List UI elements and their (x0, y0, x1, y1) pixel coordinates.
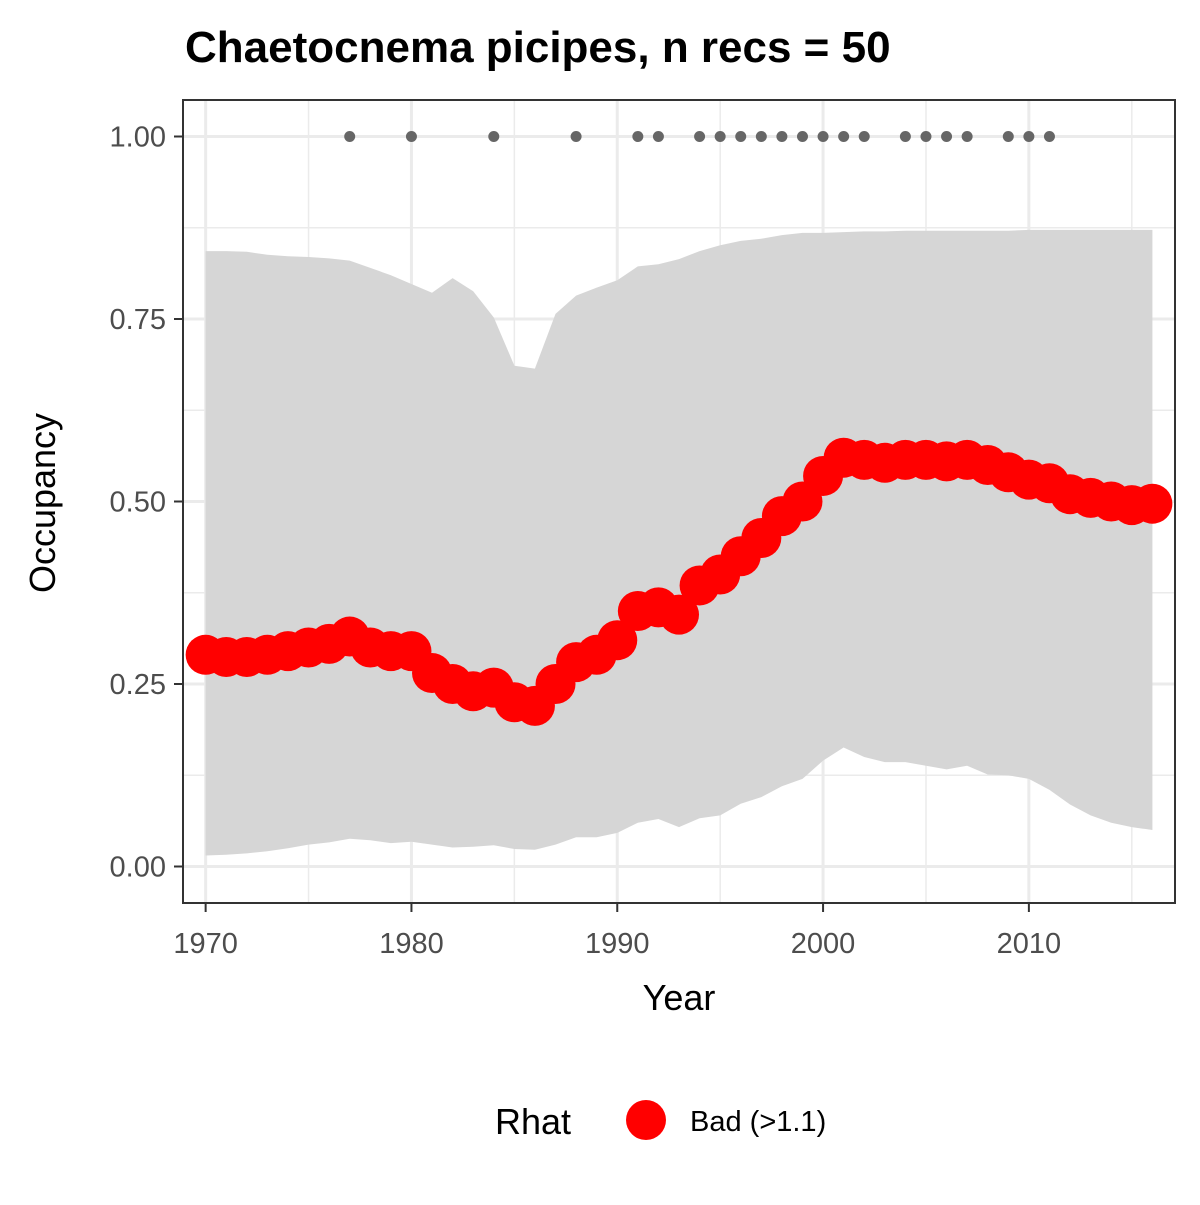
occupancy-point (597, 620, 638, 661)
y-tick-label: 1.00 (110, 122, 166, 154)
record-point (344, 131, 356, 142)
legend-label-bad: Bad (>1.1) (690, 1106, 826, 1138)
record-point (694, 131, 706, 142)
occupancy-point (1132, 483, 1173, 524)
y-tick-label: 0.75 (110, 304, 166, 336)
record-point (735, 131, 747, 142)
record-point (961, 131, 973, 142)
x-tick-label: 1970 (173, 928, 238, 960)
credible-interval-ribbon-layer (205, 229, 1153, 856)
record-point (941, 131, 953, 142)
legend-key-bad (626, 1100, 666, 1140)
record-point (838, 131, 850, 142)
record-point (1023, 131, 1035, 142)
record-points-layer (344, 131, 1055, 142)
x-tick-label: 1990 (585, 928, 650, 960)
x-tick-label: 2000 (791, 928, 856, 960)
y-axis-title: Occupancy (22, 413, 63, 593)
x-axis-title: Year (643, 977, 716, 1018)
record-point (1043, 131, 1055, 142)
record-point (714, 131, 726, 142)
record-point (488, 131, 500, 142)
x-tick-label: 1980 (379, 928, 444, 960)
record-point (755, 131, 767, 142)
record-point (405, 131, 417, 142)
legend: Rhat Bad (>1.1) (495, 1100, 826, 1142)
credible-interval-ribbon (205, 229, 1153, 856)
chart-title: Chaetocnema picipes, n recs = 50 (185, 23, 891, 72)
record-point (570, 131, 582, 142)
record-point (858, 131, 870, 142)
legend-title: Rhat (495, 1101, 571, 1142)
occupancy-point (659, 594, 699, 635)
axes-layer: 0.00 0.25 0.50 0.75 1.00 1970 1980 1990 2000 2010 (110, 122, 1062, 961)
record-point (632, 131, 644, 142)
y-tick-label: 0.25 (110, 669, 166, 701)
record-point (1002, 131, 1014, 142)
record-point (776, 131, 788, 142)
x-tick-label: 2010 (997, 928, 1062, 960)
record-point (920, 131, 932, 142)
y-tick-label: 0.50 (110, 487, 166, 519)
y-tick-label: 0.00 (110, 852, 166, 884)
record-point (652, 131, 664, 142)
record-point (796, 131, 808, 142)
record-point (899, 131, 911, 142)
record-point (817, 131, 829, 142)
occupancy-series-layer (185, 437, 1173, 726)
